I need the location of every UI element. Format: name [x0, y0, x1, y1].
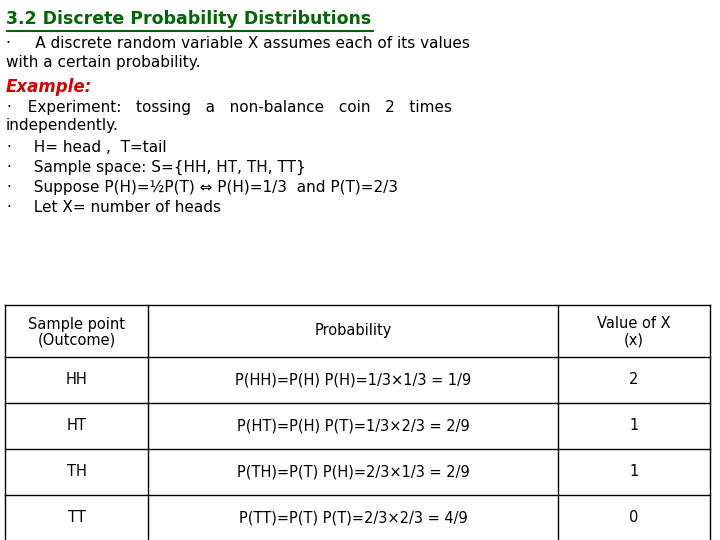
Text: with a certain probability.: with a certain probability. — [6, 55, 200, 70]
Text: ·: · — [6, 160, 11, 175]
Text: P(HH)=P(H) P(H)=1/3×1/3 = 1/9: P(HH)=P(H) P(H)=1/3×1/3 = 1/9 — [235, 373, 471, 388]
Text: (x): (x) — [624, 333, 644, 348]
Text: TH: TH — [66, 464, 86, 480]
Text: ·     A discrete random variable X assumes each of its values: · A discrete random variable X assumes e… — [6, 36, 470, 51]
Text: 2: 2 — [629, 373, 639, 388]
Text: P(TT)=P(T) P(T)=2/3×2/3 = 4/9: P(TT)=P(T) P(T)=2/3×2/3 = 4/9 — [238, 510, 467, 525]
Text: ·: · — [6, 180, 11, 195]
Text: Experiment:   tossing   a   non-balance   coin   2   times: Experiment: tossing a non-balance coin 2… — [18, 100, 452, 115]
Text: Value of X: Value of X — [597, 316, 671, 332]
Text: ·: · — [6, 200, 11, 215]
Text: ·: · — [6, 140, 11, 155]
Text: Sample space: S={HH, HT, TH, TT}: Sample space: S={HH, HT, TH, TT} — [24, 160, 306, 175]
Text: HT: HT — [66, 418, 86, 434]
Text: Suppose P(H)=½P(T) ⇔ P(H)=1/3  and P(T)=2/3: Suppose P(H)=½P(T) ⇔ P(H)=1/3 and P(T)=2… — [24, 180, 398, 195]
Text: independently.: independently. — [6, 118, 119, 133]
Text: (Outcome): (Outcome) — [37, 333, 116, 348]
Text: 1: 1 — [629, 418, 639, 434]
Text: H= head ,  T=tail: H= head , T=tail — [24, 140, 166, 155]
Text: 1: 1 — [629, 464, 639, 480]
Text: P(TH)=P(T) P(H)=2/3×1/3 = 2/9: P(TH)=P(T) P(H)=2/3×1/3 = 2/9 — [237, 464, 469, 480]
Text: 3.2 Discrete Probability Distributions: 3.2 Discrete Probability Distributions — [6, 10, 372, 28]
Text: 0: 0 — [629, 510, 639, 525]
Text: Sample point: Sample point — [28, 316, 125, 332]
Text: Probability: Probability — [315, 323, 392, 339]
Text: TT: TT — [68, 510, 86, 525]
Text: ·: · — [6, 100, 11, 115]
Text: P(HT)=P(H) P(T)=1/3×2/3 = 2/9: P(HT)=P(H) P(T)=1/3×2/3 = 2/9 — [237, 418, 469, 434]
Text: Let X= number of heads: Let X= number of heads — [24, 200, 221, 215]
Text: HH: HH — [66, 373, 87, 388]
Text: Example:: Example: — [6, 78, 92, 96]
